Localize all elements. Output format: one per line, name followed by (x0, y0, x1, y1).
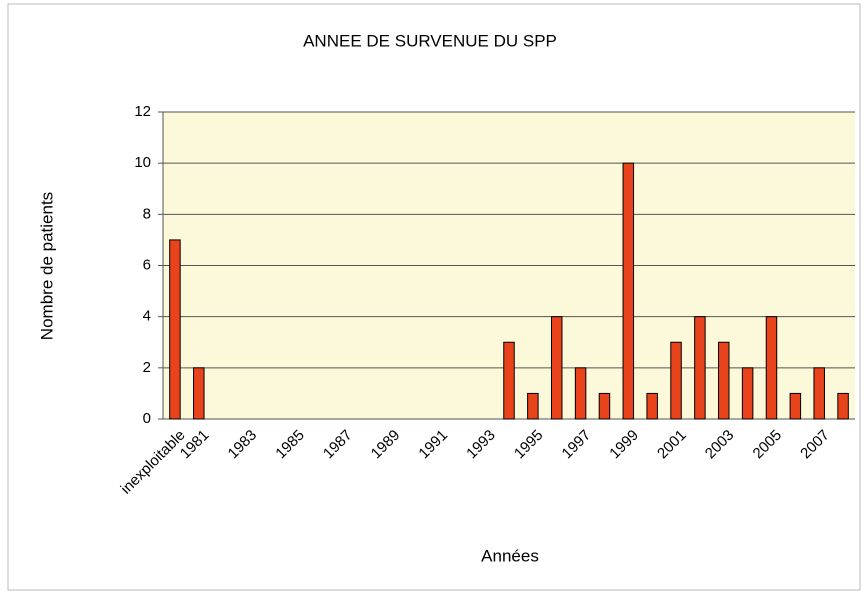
bar (670, 341, 682, 420)
bar (813, 367, 825, 420)
bar (169, 239, 181, 420)
bar (741, 367, 754, 420)
y-tick-label: 0 (143, 410, 151, 427)
bar (837, 392, 849, 420)
bar (574, 367, 587, 420)
bar (193, 367, 205, 420)
y-tick-label: 4 (143, 308, 151, 325)
y-axis-label: Nombre de patients (37, 192, 56, 340)
y-tick-label: 6 (143, 256, 151, 273)
bar (646, 392, 658, 420)
y-tick-label: 2 (143, 359, 151, 376)
bar (718, 341, 730, 420)
x-axis-label: Années (481, 546, 539, 565)
bar (527, 392, 539, 420)
bar (550, 316, 563, 420)
bar (694, 316, 706, 420)
y-tick-label: 12 (134, 103, 151, 120)
bar (503, 341, 515, 420)
bar (598, 392, 611, 420)
bar (622, 162, 635, 420)
bar (765, 316, 778, 420)
y-tick-label: 8 (143, 205, 151, 222)
y-tick-label: 10 (134, 154, 151, 171)
bar (789, 392, 802, 420)
chart-title: ANNEE DE SURVENUE DU SPP (303, 31, 557, 50)
